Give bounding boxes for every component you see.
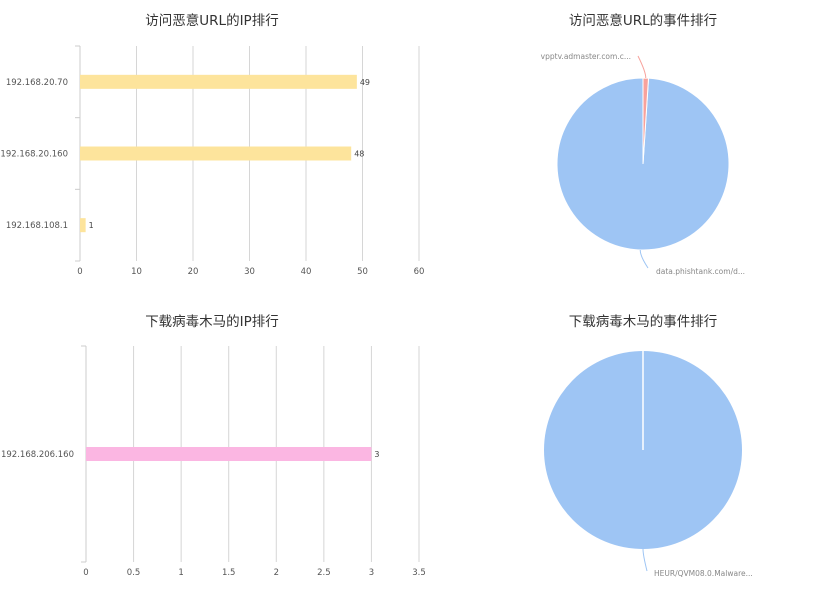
tick-label: 2.5 (317, 568, 331, 578)
bar-series: 49 48 1 (80, 74, 370, 233)
category-axis (81, 345, 87, 563)
url-event-ranking-chart: 访问恶意URL的事件排行 data.phishtank.com/d... vppt… (541, 12, 745, 276)
category-label: 192.168.20.160 (0, 150, 68, 160)
category-label: 192.168.206.160 (1, 450, 74, 460)
category-axis (75, 45, 81, 262)
data-label: 1 (89, 221, 94, 230)
slice-label: HEUR/QVM08.0.Malware... (654, 569, 753, 578)
tick-label: 60 (414, 267, 425, 277)
bar-series: 3 (86, 447, 380, 461)
pie-slice-labels: HEUR/QVM08.0.Malware... (642, 548, 753, 578)
bar (80, 218, 86, 233)
category-labels: 192.168.206.160 (1, 450, 74, 460)
pie-slices (556, 77, 730, 251)
tick-label: 0 (83, 568, 88, 578)
tick-label: 1.5 (222, 568, 236, 578)
chart-title: 下载病毒木马的事件排行 (569, 314, 718, 330)
data-label: 48 (354, 150, 364, 159)
leader-line (639, 249, 649, 269)
chart-title: 访问恶意URL的IP排行 (145, 12, 278, 29)
leader-line (642, 548, 648, 572)
bar (80, 74, 357, 89)
pie-slices (544, 351, 742, 549)
category-label: 192.168.20.70 (6, 78, 68, 88)
value-axis-ticks: 0 0.5 1 1.5 2 2.5 3 3.5 (83, 568, 425, 578)
tick-label: 3 (369, 568, 374, 578)
tick-label: 2 (274, 568, 279, 578)
category-labels: 192.168.20.70 192.168.20.160 192.168.108.1 (0, 78, 68, 231)
pie-slice-labels: data.phishtank.com/d... vpptv.admaster.co… (541, 52, 745, 276)
chart-title: 下载病毒木马的IP排行 (145, 314, 279, 330)
tick-label: 3.5 (412, 568, 426, 578)
tick-label: 40 (301, 267, 312, 277)
tick-label: 20 (188, 267, 199, 277)
chart-title: 访问恶意URL的事件排行 (569, 12, 717, 29)
data-label: 49 (360, 78, 370, 87)
bar (86, 447, 372, 461)
tick-label: 50 (357, 267, 368, 277)
tick-label: 10 (131, 267, 142, 277)
pie-slice (642, 77, 650, 165)
data-label: 3 (374, 450, 379, 459)
tick-label: 1 (178, 568, 183, 578)
slice-label: vpptv.admaster.com.c... (541, 52, 631, 61)
tick-label: 0.5 (127, 568, 141, 578)
trojan-event-ranking-chart: 下载病毒木马的事件排行 HEUR/QVM08.0.Malware... (544, 314, 753, 578)
slice-label: data.phishtank.com/d... (656, 267, 745, 276)
category-label: 192.168.108.1 (6, 221, 68, 231)
tick-label: 0 (77, 267, 82, 277)
trojan-ip-ranking-chart: 下载病毒木马的IP排行 3 192.168.206.160 0 0.5 1 1.5 2 2… (1, 314, 426, 578)
value-axis-ticks: 0 10 20 30 40 50 60 (77, 267, 424, 277)
leader-line (637, 55, 647, 79)
tick-label: 30 (244, 267, 255, 277)
bar (80, 146, 352, 161)
